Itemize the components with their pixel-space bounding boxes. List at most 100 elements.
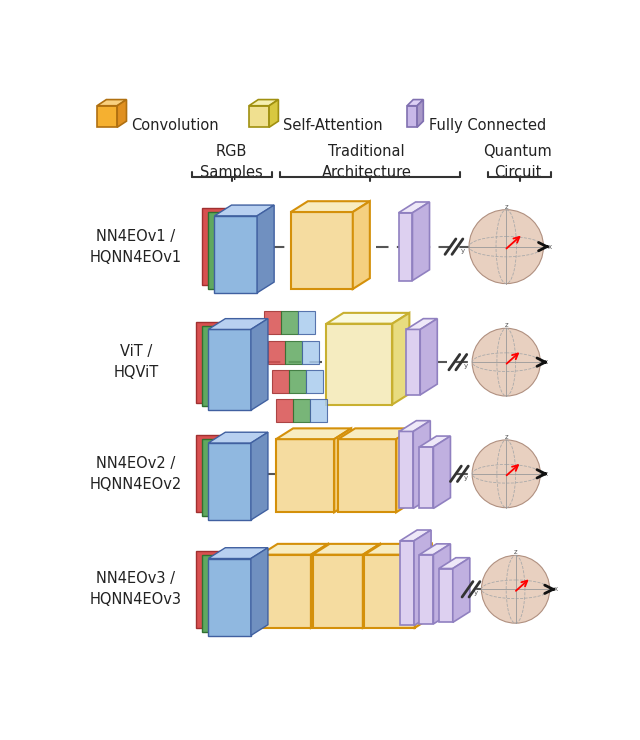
Polygon shape: [291, 201, 370, 212]
Polygon shape: [208, 443, 251, 520]
Polygon shape: [407, 106, 417, 127]
Text: ViT /
HQViT: ViT / HQViT: [113, 344, 159, 380]
Text: y: y: [464, 474, 468, 481]
Polygon shape: [338, 428, 413, 439]
Text: Fully Connected: Fully Connected: [429, 118, 546, 133]
Polygon shape: [439, 568, 452, 622]
Polygon shape: [202, 555, 244, 632]
Polygon shape: [392, 313, 410, 405]
Polygon shape: [291, 212, 353, 289]
Polygon shape: [285, 340, 302, 363]
Circle shape: [472, 329, 540, 396]
Circle shape: [481, 556, 550, 623]
Polygon shape: [419, 544, 451, 555]
Polygon shape: [272, 370, 289, 393]
Polygon shape: [208, 329, 251, 410]
Text: z: z: [504, 204, 508, 209]
Polygon shape: [306, 370, 323, 393]
Text: x: x: [554, 586, 557, 592]
Polygon shape: [117, 100, 127, 127]
Text: y: y: [461, 247, 465, 254]
Polygon shape: [400, 530, 431, 541]
Text: z: z: [504, 434, 508, 440]
Text: z: z: [504, 322, 508, 328]
Text: Self-Attention: Self-Attention: [283, 118, 383, 133]
Polygon shape: [97, 106, 117, 127]
Polygon shape: [276, 428, 351, 439]
Polygon shape: [417, 100, 423, 127]
Polygon shape: [202, 208, 244, 285]
Polygon shape: [363, 544, 380, 628]
Polygon shape: [400, 541, 414, 625]
Polygon shape: [202, 439, 244, 517]
Polygon shape: [310, 399, 327, 423]
Polygon shape: [196, 322, 239, 403]
Polygon shape: [439, 558, 470, 568]
Polygon shape: [415, 544, 432, 628]
Polygon shape: [268, 340, 285, 363]
Polygon shape: [276, 399, 292, 423]
Polygon shape: [208, 548, 268, 559]
Polygon shape: [264, 312, 281, 334]
Polygon shape: [414, 530, 431, 625]
Circle shape: [472, 440, 540, 508]
Polygon shape: [196, 551, 239, 628]
Polygon shape: [208, 212, 251, 289]
Text: NN4EOv2 /
HQNN4EOv2: NN4EOv2 / HQNN4EOv2: [90, 456, 182, 492]
Polygon shape: [97, 100, 127, 106]
Polygon shape: [251, 432, 268, 520]
Polygon shape: [406, 329, 420, 395]
Polygon shape: [260, 555, 311, 628]
Text: z: z: [514, 549, 517, 555]
Polygon shape: [399, 202, 429, 213]
Polygon shape: [399, 431, 413, 508]
Polygon shape: [276, 439, 334, 512]
Circle shape: [469, 209, 543, 283]
Polygon shape: [338, 439, 396, 512]
Text: NN4EOv1 /
HQNN4EOv1: NN4EOv1 / HQNN4EOv1: [90, 229, 182, 265]
Polygon shape: [452, 558, 470, 622]
Polygon shape: [364, 544, 432, 555]
Polygon shape: [260, 544, 328, 555]
Polygon shape: [399, 420, 430, 431]
Polygon shape: [364, 555, 415, 628]
Polygon shape: [202, 326, 244, 406]
Polygon shape: [326, 323, 392, 405]
Text: x: x: [544, 471, 548, 477]
Polygon shape: [292, 399, 310, 423]
Polygon shape: [326, 313, 410, 323]
Polygon shape: [353, 201, 370, 289]
Polygon shape: [302, 340, 319, 363]
Polygon shape: [249, 106, 269, 127]
Text: NN4EOv3 /
HQNN4EOv3: NN4EOv3 / HQNN4EOv3: [90, 571, 182, 608]
Polygon shape: [208, 432, 268, 443]
Text: y: y: [464, 363, 468, 369]
Polygon shape: [214, 205, 274, 216]
Text: x: x: [547, 243, 552, 249]
Polygon shape: [251, 548, 268, 636]
Text: Convolution: Convolution: [131, 118, 219, 133]
Polygon shape: [311, 544, 328, 628]
Polygon shape: [281, 312, 298, 334]
Polygon shape: [312, 555, 363, 628]
Polygon shape: [396, 428, 413, 512]
Polygon shape: [419, 555, 433, 624]
Text: Traditional
Architecture: Traditional Architecture: [322, 144, 412, 181]
Polygon shape: [249, 100, 278, 106]
Polygon shape: [257, 205, 274, 293]
Polygon shape: [413, 420, 430, 508]
Text: RGB
Samples: RGB Samples: [200, 144, 262, 181]
Polygon shape: [208, 319, 268, 329]
Polygon shape: [196, 435, 239, 512]
Text: x: x: [544, 359, 548, 365]
Polygon shape: [289, 370, 306, 393]
Polygon shape: [419, 447, 433, 508]
Polygon shape: [312, 544, 380, 555]
Polygon shape: [399, 213, 412, 280]
Polygon shape: [407, 100, 423, 106]
Polygon shape: [214, 216, 257, 293]
Text: y: y: [474, 591, 477, 596]
Polygon shape: [406, 319, 437, 329]
Polygon shape: [419, 436, 451, 447]
Polygon shape: [334, 428, 351, 512]
